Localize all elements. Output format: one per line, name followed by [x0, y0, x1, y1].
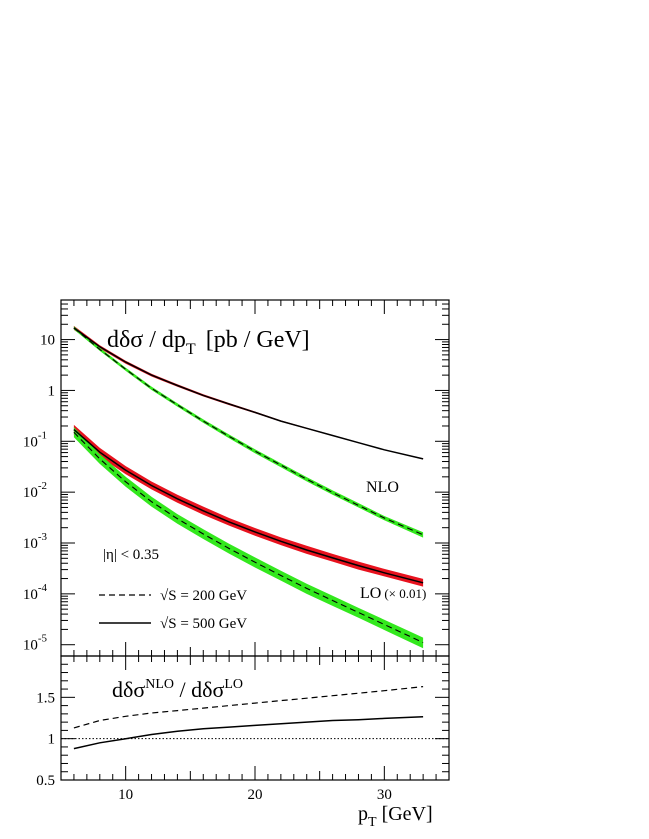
curve-nlo-200: [73, 327, 424, 536]
ratio-curve-200: [73, 686, 424, 729]
ratio-panel: 0.5 1 1.5 10 20 30 dδσNLO / dδσLO pT [GeV]: [36, 655, 450, 830]
ratio-y-tick-label: 0.5: [36, 773, 55, 789]
x-tick-label: 20: [248, 787, 263, 803]
y-tick-label: 10-1: [23, 429, 47, 450]
lo-label: LO (× 0.01): [360, 585, 426, 602]
y-tick-label: 10-2: [23, 480, 47, 501]
top-ticks: 10 1 10-1 10-2 10-3 10-4 10-5: [23, 299, 449, 656]
eta-cut-label: |η| < 0.35: [103, 547, 159, 563]
x-tick-label: 30: [377, 787, 392, 803]
legend-label-200: √S = 200 GeV: [160, 588, 247, 604]
ratio-curves: [73, 686, 424, 750]
legend: √S = 200 GeV √S = 500 GeV: [99, 588, 247, 632]
curves: [73, 327, 424, 644]
top-title: dδσ / dpT [pb / GeV]: [107, 327, 310, 358]
y-tick-label: 10-4: [23, 582, 48, 603]
ratio-curve-500: [73, 716, 424, 750]
band-lo-500: [73, 424, 424, 587]
cross-section-panel: 10 1 10-1 10-2 10-3 10-4 10-5 dδσ / dpT [pb / G…: [23, 299, 450, 657]
nlo-label: NLO: [366, 479, 399, 496]
x-tick-label: 10: [118, 787, 133, 803]
curve-lo-500: [73, 429, 424, 584]
ratio-y-tick-label: 1: [48, 732, 56, 748]
y-tick-label: 1: [48, 383, 56, 399]
bottom-frame: [60, 655, 450, 781]
y-tick-label: 10: [40, 333, 55, 349]
curve-nlo-500: [73, 327, 424, 460]
band-lo-200: [73, 427, 424, 649]
curve-lo-200: [73, 431, 424, 644]
bottom-title: dδσNLO / dδσLO: [112, 677, 243, 702]
bottom-ticks: 0.5 1 1.5 10 20 30: [36, 656, 449, 803]
y-tick-label: 10-5: [23, 633, 48, 654]
ratio-y-tick-label: 1.5: [36, 690, 55, 706]
legend-label-500: √S = 500 GeV: [160, 616, 247, 632]
y-tick-label: 10-3: [23, 531, 48, 552]
band-nlo-200: [73, 326, 424, 538]
x-axis-label: pT [GeV]: [358, 803, 433, 830]
